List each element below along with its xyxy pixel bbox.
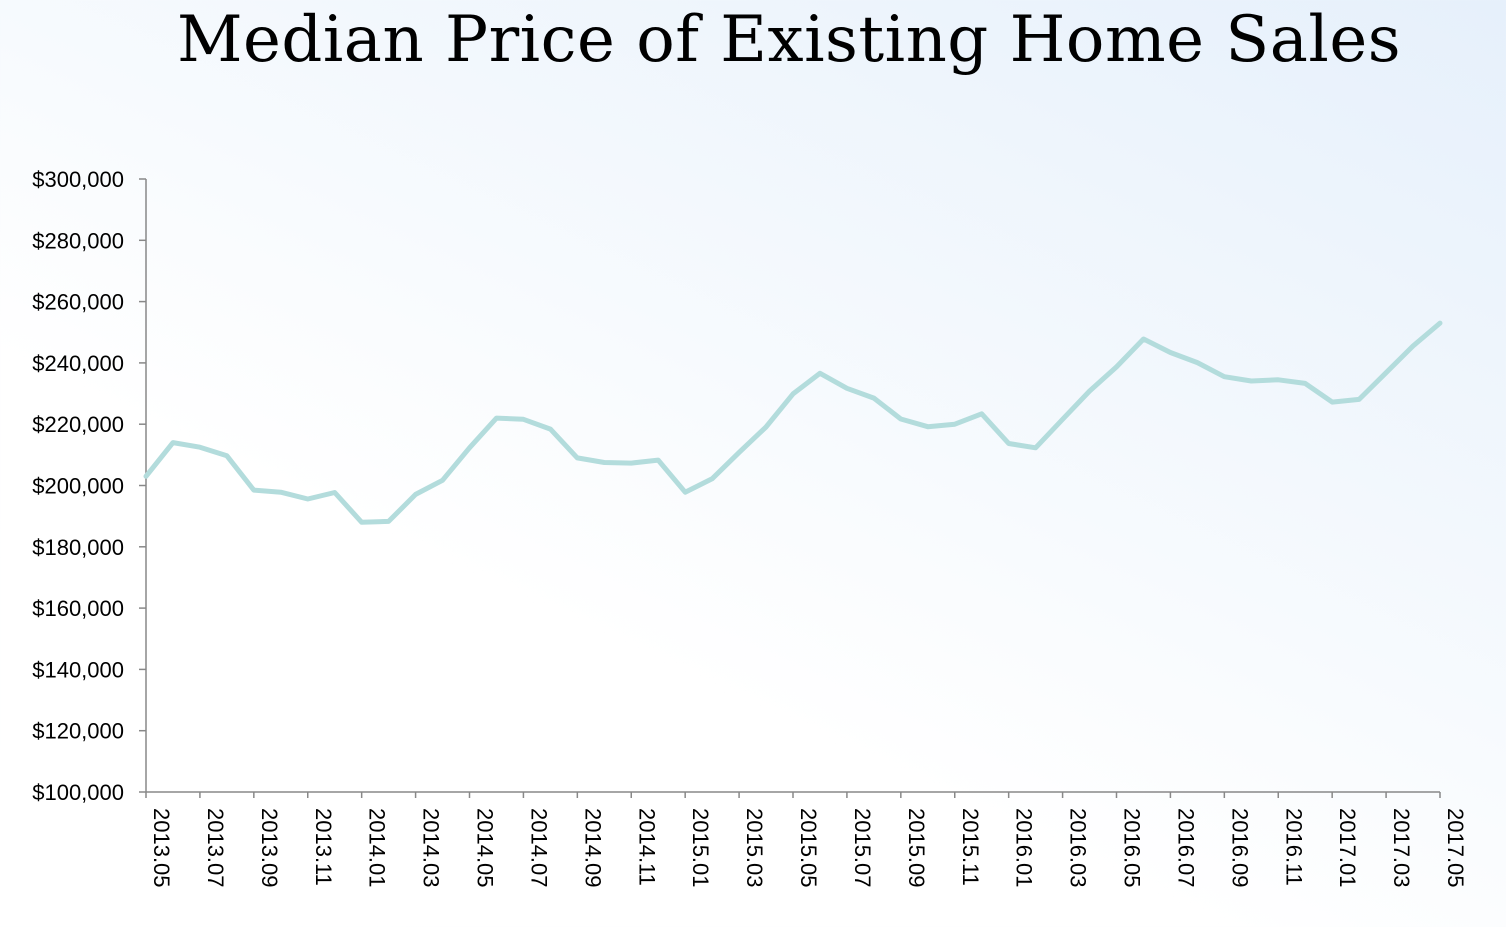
x-tick-label: 2015.03 — [742, 808, 767, 888]
x-tick-label: 2013.09 — [257, 808, 282, 888]
plot-area — [143, 320, 1443, 525]
x-tick-label: 2014.07 — [526, 808, 551, 888]
y-tick-label: $100,000 — [32, 780, 124, 805]
y-tick-label: $180,000 — [32, 535, 124, 560]
y-tick-label: $240,000 — [32, 351, 124, 376]
x-tick-label: 2013.11 — [311, 808, 336, 886]
x-tick-label: 2015.11 — [958, 808, 983, 886]
x-tick-label: 2014.01 — [365, 808, 390, 888]
x-tick-label: 2017.05 — [1443, 808, 1468, 888]
x-tick-label: 2015.05 — [796, 808, 821, 888]
x-tick-label: 2016.11 — [1281, 808, 1306, 886]
x-tick-label: 2017.03 — [1389, 808, 1414, 888]
y-tick-label: $140,000 — [32, 657, 124, 682]
x-tick-label: 2016.09 — [1227, 808, 1252, 888]
x-tick-label: 2014.03 — [419, 808, 444, 888]
x-tick-label: 2016.03 — [1066, 808, 1091, 888]
y-axis: $100,000 $120,000 $140,000 $160,000 $180,000… — [32, 167, 147, 805]
y-tick-label: $260,000 — [32, 290, 124, 315]
x-tick-label: 2015.01 — [688, 808, 713, 888]
x-tick-label: 2015.07 — [850, 808, 875, 888]
y-tick-label: $280,000 — [32, 228, 124, 253]
y-tick-label: $200,000 — [32, 474, 124, 499]
x-tick-label: 2014.09 — [580, 808, 605, 888]
x-tick-label: 2013.07 — [203, 808, 228, 888]
x-tick-label: 2017.01 — [1335, 808, 1360, 888]
y-tick-label: $120,000 — [32, 719, 124, 744]
chart-title: Median Price of Existing Home Sales — [176, 3, 1402, 77]
x-axis: 2013.05 2013.07 2013.09 2013.11 2014.01 2014.… — [145, 791, 1468, 888]
x-tick-label: 2016.01 — [1012, 808, 1037, 888]
series-line — [143, 320, 1443, 525]
x-tick-label: 2016.05 — [1120, 808, 1145, 888]
x-tick-label: 2015.09 — [904, 808, 929, 888]
x-tick-label: 2016.07 — [1173, 808, 1198, 888]
x-tick-label: 2014.11 — [634, 808, 659, 886]
y-tick-label: $160,000 — [32, 596, 124, 621]
y-tick-label: $300,000 — [32, 167, 124, 192]
x-tick-label: 2014.05 — [473, 808, 498, 888]
x-tick-label: 2013.05 — [149, 808, 174, 888]
y-tick-label: $220,000 — [32, 412, 124, 437]
